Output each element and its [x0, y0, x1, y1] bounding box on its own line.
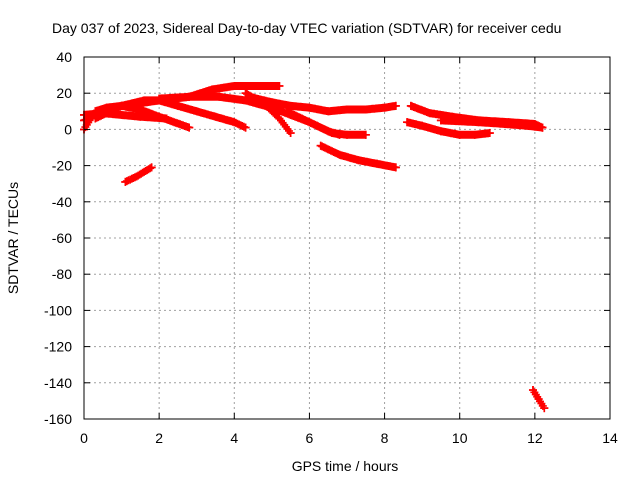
data-point [132, 172, 141, 181]
data-point [361, 130, 370, 139]
data-point [192, 107, 201, 116]
series-arc-14 [528, 386, 549, 413]
plot-frame [83, 56, 611, 420]
data-point [540, 404, 549, 413]
chart-title: Day 037 of 2023, Sidereal Day-to-day VTE… [52, 20, 561, 36]
data-point [312, 121, 321, 130]
data-point [117, 101, 126, 110]
data-point [534, 395, 543, 404]
data-point [373, 159, 382, 168]
data-point [241, 123, 250, 132]
data-point [343, 105, 351, 114]
data-point [155, 94, 164, 103]
data-point [474, 118, 483, 127]
data-point [391, 163, 400, 172]
data-point [117, 110, 126, 119]
x-tick-label: 14 [602, 430, 618, 446]
x-tick-label: 10 [452, 430, 468, 446]
data-point [173, 101, 182, 110]
series-arc-13 [436, 116, 547, 132]
data-point [380, 103, 389, 112]
data-point [252, 81, 261, 90]
data-point [470, 130, 479, 139]
y-tick-label: -140 [44, 375, 72, 391]
series-arc-9 [316, 141, 400, 172]
data-point [436, 116, 445, 125]
data-point [425, 109, 434, 118]
data-point [241, 96, 250, 105]
data-point [418, 121, 427, 130]
data-point [91, 114, 100, 123]
data-point [207, 85, 216, 94]
series-arc-12 [403, 118, 494, 139]
data-point [455, 130, 464, 139]
data-point [403, 118, 412, 127]
x-tick-label: 12 [527, 430, 543, 446]
y-tick-label: -20 [52, 158, 72, 174]
data-point [245, 92, 254, 101]
y-axis-label: SDTVAR / TECUs [5, 182, 21, 294]
x-axis-label: GPS time / hours [292, 458, 399, 474]
data-point [538, 123, 547, 132]
data-point [316, 141, 325, 150]
y-tick-label: -60 [52, 230, 72, 246]
data-layer [80, 81, 549, 413]
data-point [361, 105, 370, 114]
x-tick-label: 6 [306, 430, 314, 446]
y-tick-label: -160 [44, 411, 72, 427]
data-point [211, 112, 220, 121]
data-point [267, 98, 276, 107]
y-tick-label: -100 [44, 302, 72, 318]
data-point [241, 89, 250, 98]
y-tick-label: 40 [56, 49, 72, 65]
data-point [406, 101, 415, 110]
data-point [436, 127, 445, 136]
y-tick-label: -120 [44, 339, 72, 355]
data-point [500, 119, 509, 128]
ticks: 0 2 4 6 8 10 12 14 -160 -140 -120 -100 -80 -60 -40 -20 0… [44, 49, 618, 446]
y-tick-label: 0 [64, 121, 72, 137]
y-tick-label: -40 [52, 194, 72, 210]
data-point [324, 107, 333, 116]
data-point [215, 92, 224, 101]
data-point [282, 107, 291, 116]
data-point [230, 81, 239, 90]
data-point [354, 156, 363, 165]
y-tick-label: 20 [56, 85, 72, 101]
y-tick-label: -80 [52, 266, 72, 282]
series-arc-8 [282, 107, 370, 139]
data-point [286, 129, 295, 138]
data-point [185, 92, 194, 101]
data-point [523, 121, 532, 130]
data-point [121, 177, 130, 186]
data-point [297, 114, 306, 123]
data-point [147, 163, 156, 172]
data-point [155, 112, 164, 121]
data-point [230, 118, 239, 127]
series-arc-7 [245, 92, 400, 116]
data-point [185, 123, 194, 132]
data-point [327, 129, 336, 138]
data-point [275, 81, 284, 90]
data-point [528, 386, 537, 395]
x-tick-label: 8 [381, 430, 389, 446]
x-tick-label: 2 [155, 430, 163, 446]
data-point [136, 112, 145, 121]
x-tick-label: 0 [80, 430, 88, 446]
data-point [343, 130, 351, 139]
data-point [391, 101, 400, 110]
x-tick-label: 4 [230, 430, 238, 446]
data-point [335, 150, 344, 159]
series-arc-5 [155, 81, 284, 103]
series-arc-10 [121, 163, 156, 186]
data-point [485, 129, 494, 138]
data-point [305, 103, 314, 112]
data-point [286, 101, 295, 110]
data-point [275, 114, 284, 123]
